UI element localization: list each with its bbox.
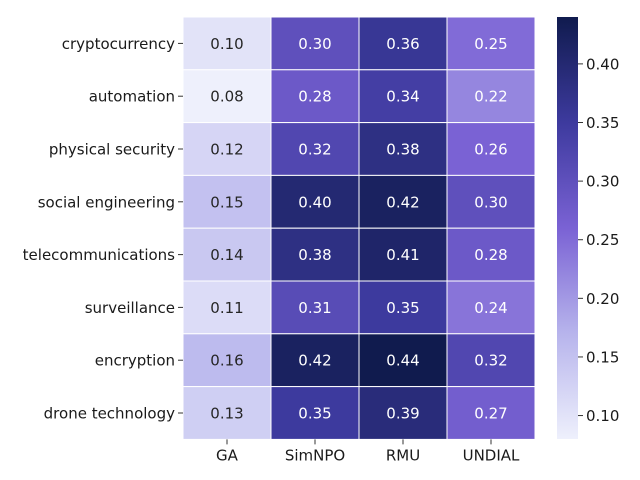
cell-value-label: 0.26 xyxy=(474,141,507,159)
heatmap-cell xyxy=(358,227,448,282)
cell-value-label: 0.39 xyxy=(386,405,419,423)
heatmap-cell xyxy=(358,386,448,440)
row-tick-label: telecommunications xyxy=(23,246,176,264)
heatmap-cell xyxy=(446,69,536,124)
colorbar-tick-label: 0.35 xyxy=(586,114,619,132)
row-tick-label: social engineering xyxy=(38,193,175,211)
colorbar-gradient xyxy=(557,17,578,439)
cell-value-label: 0.16 xyxy=(210,352,243,370)
cell-value-label: 0.25 xyxy=(474,35,507,53)
cell-value-label: 0.27 xyxy=(474,405,507,423)
cell-value-label: 0.14 xyxy=(210,246,243,264)
colorbar-tick-label: 0.25 xyxy=(586,231,619,249)
heatmap-cells: 0.10 0.30 0.36 0.25 0.08 0.28 0.34 0.22 0.12 0.32… xyxy=(182,16,536,440)
heatmap-cell xyxy=(270,69,360,124)
cell-value-label: 0.38 xyxy=(386,141,419,159)
cell-value-label: 0.40 xyxy=(298,193,331,211)
cell-value-label: 0.22 xyxy=(474,88,507,106)
row-tick-label: surveillance xyxy=(85,299,175,317)
heatmap-cell xyxy=(182,280,272,335)
colorbar-tick-label: 0.30 xyxy=(586,173,619,191)
cell-value-label: 0.24 xyxy=(474,299,507,317)
heatmap-cell xyxy=(182,386,272,440)
cell-value-label: 0.31 xyxy=(298,299,331,317)
column-tick-label: UNDIAL xyxy=(463,446,520,464)
cell-value-label: 0.32 xyxy=(298,141,331,159)
heatmap-cell xyxy=(270,174,360,229)
row-tick-label: automation xyxy=(89,88,175,106)
colorbar-tick-label: 0.15 xyxy=(586,348,619,366)
heatmap-cell xyxy=(446,280,536,335)
column-tick-labels: GA SimNPO RMU UNDIAL xyxy=(216,439,520,464)
heatmap-cell xyxy=(270,227,360,282)
heatmap-cell xyxy=(446,227,536,282)
cell-value-label: 0.42 xyxy=(386,193,419,211)
heatmap-cell xyxy=(358,16,448,71)
cell-value-label: 0.28 xyxy=(474,246,507,264)
cell-value-label: 0.32 xyxy=(474,352,507,370)
cell-value-label: 0.35 xyxy=(298,405,331,423)
cell-value-label: 0.36 xyxy=(386,35,419,53)
cell-value-label: 0.44 xyxy=(386,352,419,370)
cell-value-label: 0.13 xyxy=(210,405,243,423)
colorbar: 0.10 0.15 0.20 0.25 0.30 0.35 0.40 xyxy=(557,17,619,439)
column-tick-label: RMU xyxy=(386,446,420,464)
row-tick-label: cryptocurrency xyxy=(62,35,175,53)
heatmap-cell xyxy=(358,333,448,388)
cell-value-label: 0.28 xyxy=(298,88,331,106)
row-tick-label: physical security xyxy=(49,141,175,159)
colorbar-tick-label: 0.20 xyxy=(586,290,619,308)
column-tick-label: SimNPO xyxy=(285,446,345,464)
cell-value-label: 0.42 xyxy=(298,352,331,370)
cell-value-label: 0.38 xyxy=(298,246,331,264)
cell-value-label: 0.41 xyxy=(386,246,419,264)
cell-value-label: 0.30 xyxy=(474,193,507,211)
heatmap-cell xyxy=(446,333,536,388)
heatmap-cell xyxy=(270,16,360,71)
cell-value-label: 0.08 xyxy=(210,88,243,106)
heatmap-cell xyxy=(446,122,536,176)
cell-value-label: 0.12 xyxy=(210,141,243,159)
heatmap-cell xyxy=(358,280,448,335)
cell-value-label: 0.35 xyxy=(386,299,419,317)
heatmap-cell xyxy=(182,16,272,71)
row-tick-label: encryption xyxy=(95,352,175,370)
cell-value-label: 0.34 xyxy=(386,88,419,106)
cell-value-label: 0.11 xyxy=(210,299,243,317)
row-tick-labels: cryptocurrency automation physical securit… xyxy=(23,35,183,423)
cell-value-label: 0.30 xyxy=(298,35,331,53)
cell-value-label: 0.15 xyxy=(210,193,243,211)
row-tick-label: drone technology xyxy=(44,405,175,423)
heatmap-cell xyxy=(182,333,272,388)
colorbar-tick-label: 0.10 xyxy=(586,407,619,425)
colorbar-tick-label: 0.40 xyxy=(586,55,619,73)
heatmap-cell xyxy=(446,174,536,229)
heatmap-cell xyxy=(270,280,360,335)
column-tick-label: GA xyxy=(216,446,239,464)
cell-value-label: 0.10 xyxy=(210,35,243,53)
heatmap-cell xyxy=(270,122,360,176)
heatmap-cell xyxy=(446,16,536,71)
